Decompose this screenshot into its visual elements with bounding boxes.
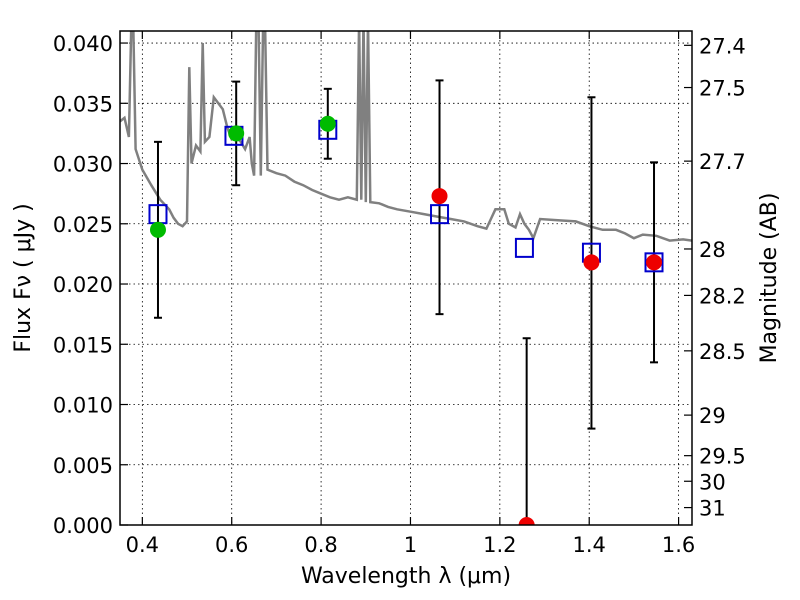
model-square [644, 252, 664, 273]
magnitude-tick-label: 28.2 [699, 284, 746, 308]
y-tick-layer: 0.000 0.005 0.010 0.015 0.020 0.025 0.030 0.035… [53, 32, 128, 538]
x-tick-label: 1 [404, 533, 417, 557]
x-tick-label: 1.4 [573, 533, 606, 557]
y-axis-label: Flux Fν ( μJy ) [11, 203, 36, 352]
magnitude-tick-label: 27.5 [699, 77, 746, 101]
red-point [431, 188, 448, 205]
red-point [518, 517, 535, 525]
x-tick-label: 0.8 [304, 533, 337, 557]
model-square [430, 204, 450, 225]
y-tick-label: 0.005 [53, 454, 113, 478]
right-axis-label: Magnitude (AB) [757, 193, 782, 364]
magnitude-tick-label: 27.7 [699, 150, 746, 174]
magnitude-tick-label: 28 [699, 238, 726, 262]
template-spectrum-layer [120, 31, 692, 242]
y-tick-label: 0.020 [53, 273, 113, 297]
green-point [149, 221, 166, 238]
y-tick-label: 0.025 [53, 213, 113, 237]
magnitude-tick-layer: 27.4 27.5 27.7 28 28.2 28.5 29 29.530 31 [684, 34, 746, 521]
model-square [514, 237, 534, 258]
x-tick-label: 0.6 [215, 533, 248, 557]
errorbar-layer [153, 79, 659, 525]
magnitude-tick-label: 30 [699, 470, 726, 494]
grid-layer [120, 31, 692, 526]
y-tick-label: 0.030 [53, 153, 113, 177]
magnitude-tick-label: 29.5 [699, 445, 746, 469]
magnitude-tick-label: 31 [699, 497, 726, 521]
y-tick-label: 0.010 [53, 394, 113, 418]
magnitude-tick-label: 27.4 [699, 34, 746, 58]
x-tick-label: 1.6 [662, 533, 695, 557]
x-tick-layer: 0.4 0.6 0.8 1 1.2 1.4 1.6 [126, 31, 695, 557]
model-point-layer [148, 119, 664, 273]
y-tick-label: 0.040 [53, 32, 113, 56]
green-point [228, 125, 245, 142]
template-spectrum-line [120, 31, 692, 242]
y-tick-label: 0.000 [53, 514, 113, 538]
magnitude-tick-label: 29 [699, 404, 726, 428]
y-tick-label: 0.015 [53, 333, 113, 357]
red-point [646, 254, 663, 271]
x-axis-label: Wavelength λ (μm) [301, 564, 511, 589]
y-tick-label: 0.035 [53, 92, 113, 116]
green-point [319, 115, 336, 132]
magnitude-tick-label: 28.5 [699, 340, 746, 364]
x-tick-label: 1.2 [483, 533, 516, 557]
observed-point-layer [149, 115, 663, 525]
red-point [583, 254, 600, 271]
x-tick-label: 0.4 [126, 533, 159, 557]
plot-frame [119, 30, 693, 526]
